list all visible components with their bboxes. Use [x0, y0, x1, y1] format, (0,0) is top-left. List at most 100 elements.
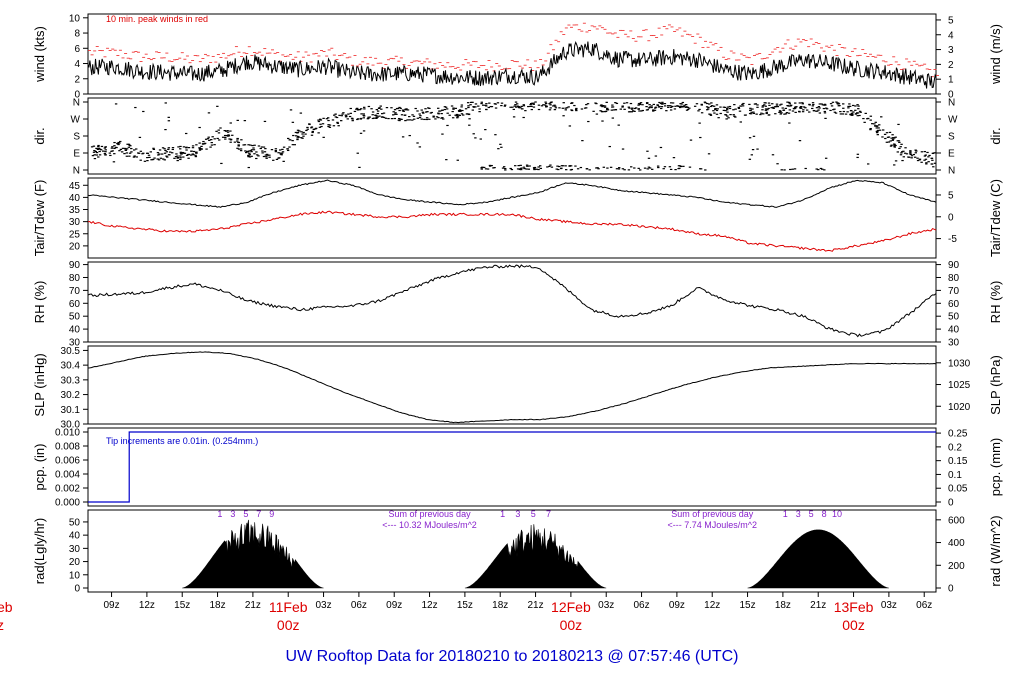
rh-tick-label-right: 80	[948, 273, 960, 284]
dewpoint-line	[87, 210, 937, 252]
wind-line	[87, 41, 937, 89]
x-tick-label: 03z	[315, 600, 331, 611]
rad-tick-label-right: 600	[948, 515, 965, 526]
precip-tick-label-right: 0.1	[948, 470, 962, 481]
temp-tick-label-right: 0	[948, 212, 954, 223]
x-tick-label: 06z	[351, 600, 367, 611]
radiation-hour-label: 3	[515, 509, 520, 519]
slp-tick-label-right: 1030	[948, 358, 971, 369]
wind-tick-label: 10	[69, 13, 81, 24]
temp-tick-label: 35	[69, 205, 81, 216]
radiation-day-area	[182, 519, 324, 589]
wind-ylabel: wind (kts)	[32, 26, 47, 83]
dir-tick-label-right: N	[948, 166, 955, 177]
dir-tick-label-right: W	[948, 115, 958, 126]
precip-line	[88, 431, 936, 503]
rad-tick-label-right: 200	[948, 561, 965, 572]
rh-tick-label: 80	[69, 273, 81, 284]
dir-tick-label-right: N	[948, 98, 955, 109]
temp-ylabel-right: Tair/Tdew (C)	[988, 179, 1003, 257]
rh-tick-label: 90	[69, 260, 81, 271]
radiation-hour-label: 5	[809, 509, 814, 519]
radiation-day-area	[747, 529, 889, 589]
x-tick-label: 12z	[704, 600, 720, 611]
wind-ylabel-right: wind (m/s)	[988, 24, 1003, 85]
x-tick-label: 21z	[810, 600, 826, 611]
rh-panel-frame	[87, 261, 937, 343]
x-tick-label: 09z	[669, 600, 685, 611]
slp-line	[87, 351, 937, 424]
radiation-hour-label: 1	[783, 509, 788, 519]
wind-tick-label: 0	[74, 90, 80, 101]
dir-tick-label: E	[73, 149, 80, 160]
dir-tick-label-right: S	[948, 132, 955, 143]
radiation-hour-label: 8	[822, 509, 827, 519]
x-tick-label: 03z	[881, 600, 897, 611]
precip-tick-label: 0.008	[55, 442, 80, 453]
rad-tick-label: 10	[69, 570, 81, 581]
wind-tick-label-right: 4	[948, 30, 954, 41]
radiation-hour-label: 1	[500, 509, 505, 519]
chart-title: UW Rooftop Data for 20180210 to 20180213…	[285, 648, 739, 665]
precip-annotation: Tip increments are 0.01in. (0.254mm.)	[106, 436, 258, 446]
radiation-hour-label: 10	[832, 509, 842, 519]
rh-ylabel-right: RH (%)	[988, 281, 1003, 324]
x-tick-label: 09z	[386, 600, 402, 611]
precip-panel-frame	[87, 427, 937, 507]
temp-tick-label: 30	[69, 217, 81, 228]
temp-tick-label: 40	[69, 193, 81, 204]
rh-tick-label: 50	[69, 312, 81, 323]
dir-tick-label: N	[73, 98, 80, 109]
precip-tick-label: 0.000	[55, 498, 80, 509]
slp-ylabel: SLP (inHg)	[32, 353, 47, 416]
x-day-time-clipped: z	[0, 617, 4, 633]
x-tick-label: 09z	[103, 600, 119, 611]
x-day-label-clipped: eb	[0, 599, 13, 615]
x-tick-label: 18z	[209, 600, 225, 611]
x-tick-label: 21z	[245, 600, 261, 611]
x-day-label: 11Feb	[269, 599, 308, 615]
precip-tick-label: 0.004	[55, 470, 80, 481]
temp-panel-frame	[87, 177, 937, 259]
wind-tick-label-right: 0	[948, 90, 954, 101]
precip-tick-label: 0.006	[55, 456, 80, 467]
x-day-label: 13Feb	[834, 599, 874, 615]
x-tick-label: 15z	[739, 600, 755, 611]
rh-ylabel: RH (%)	[32, 281, 47, 324]
rh-tick-label-right: 60	[948, 299, 960, 310]
wind-tick-label: 2	[74, 74, 80, 85]
x-tick-label: 15z	[174, 600, 190, 611]
slp-ylabel-right: SLP (hPa)	[988, 355, 1003, 415]
radiation-panel-frame	[87, 509, 937, 593]
precip-ylabel-right: pcp. (mm)	[988, 438, 1003, 497]
radiation-hour-label: 3	[796, 509, 801, 519]
wind-panel-frame	[87, 13, 937, 95]
slp-tick-label: 30.4	[61, 361, 81, 372]
radiation-sum-value: <--- 10.32 MJoules/m^2	[382, 520, 477, 530]
slp-tick-label-right: 1025	[948, 380, 971, 391]
rad-tick-label-right: 0	[948, 584, 954, 595]
radiation-sum-label: Sum of previous day	[389, 509, 472, 519]
slp-tick-label: 30.5	[61, 346, 81, 357]
precip-tick-label-right: 0	[948, 498, 954, 509]
rad-tick-label: 40	[69, 531, 81, 542]
temp-tick-label: 45	[69, 181, 81, 192]
wind-tick-label: 8	[74, 29, 80, 40]
rad-tick-label: 0	[74, 584, 80, 595]
rh-tick-label: 30	[69, 338, 81, 349]
x-tick-label: 03z	[598, 600, 614, 611]
x-tick-label: 18z	[492, 600, 508, 611]
rh-tick-label-right: 90	[948, 260, 960, 271]
x-day-time: 00z	[560, 617, 583, 633]
dir-panel-frame	[87, 97, 937, 175]
rh-tick-label-right: 70	[948, 286, 960, 297]
temp-tick-label-right: -5	[948, 234, 957, 245]
wind-tick-label-right: 5	[948, 15, 954, 26]
temp-ylabel: Tair/Tdew (F)	[32, 180, 47, 257]
precip-tick-label: 0.002	[55, 484, 80, 495]
radiation-day-area	[464, 524, 607, 589]
slp-tick-label: 30.0	[61, 420, 81, 431]
rad-tick-label: 20	[69, 557, 81, 568]
radiation-hour-label: 9	[269, 509, 274, 519]
air-temp-line	[87, 179, 937, 208]
